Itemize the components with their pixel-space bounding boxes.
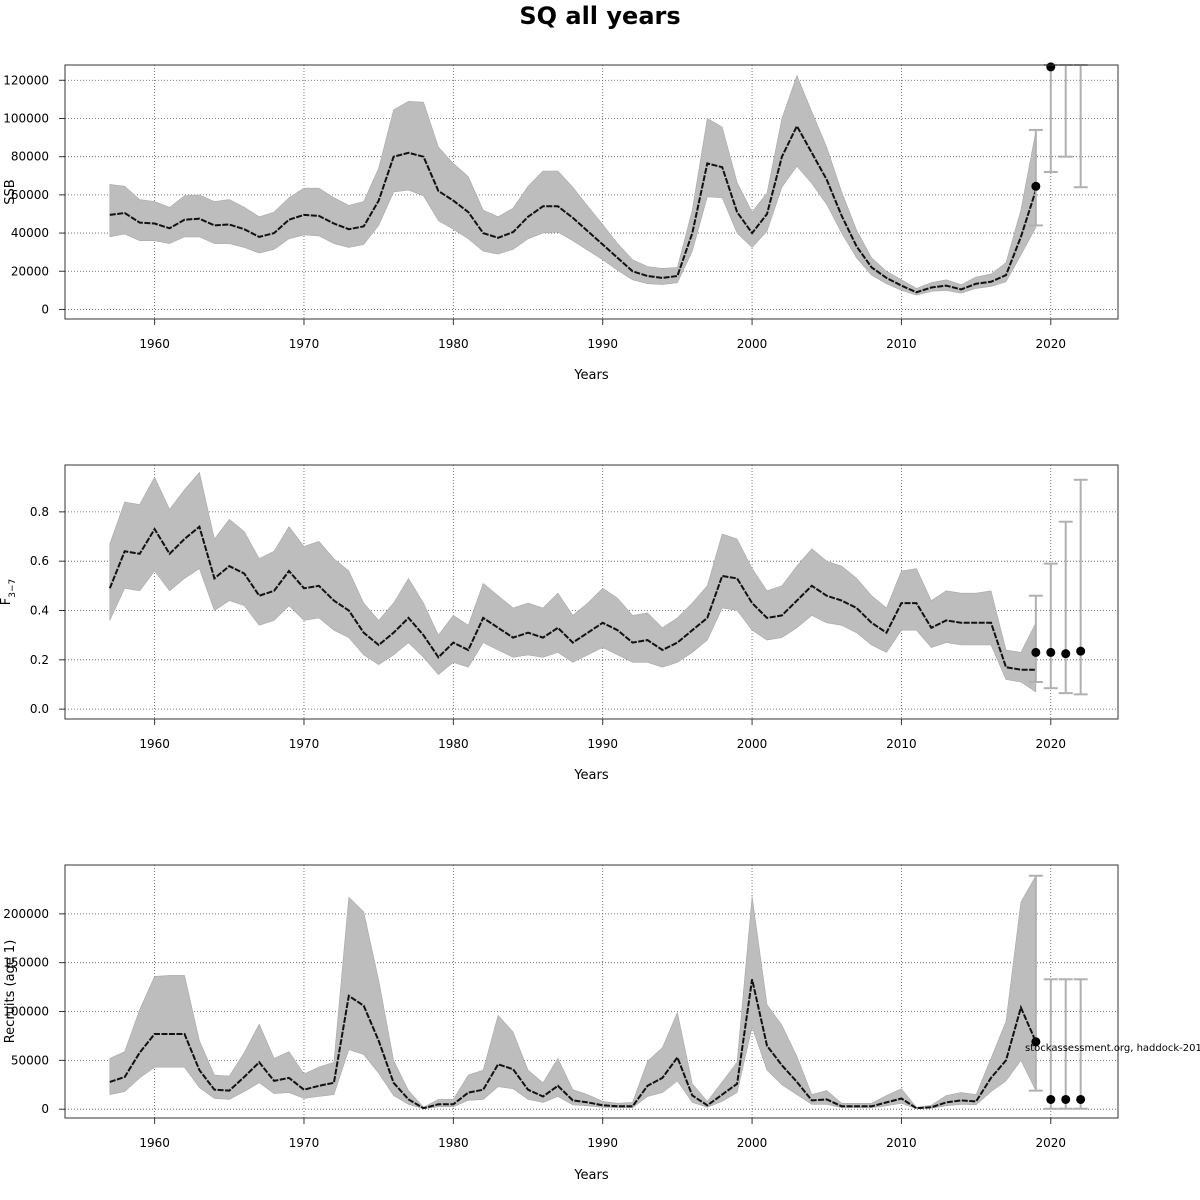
x-tick-label: 1960 xyxy=(139,737,170,751)
x-tick-label: 1970 xyxy=(289,737,320,751)
panel-f: 1960 1970 1980 1990 2000 2010 2020 0.0 0.2 0.4 0.6… xyxy=(0,464,1119,783)
y-tick-label: 0.4 xyxy=(30,603,49,617)
x-tick-label: 2020 xyxy=(1036,737,1067,751)
x-tick-label: 2000 xyxy=(737,337,768,351)
forecast-point xyxy=(1076,1094,1086,1104)
y-tick-label: 0.2 xyxy=(30,653,49,667)
x-tick-label: 1970 xyxy=(289,337,320,351)
x-tick-label: 2020 xyxy=(1036,1136,1067,1150)
y-tick-label: 0 xyxy=(41,1102,49,1116)
forecast-point xyxy=(1061,649,1071,659)
y-tick-label: 0.6 xyxy=(30,554,49,568)
x-tick-label: 2010 xyxy=(886,1136,917,1150)
x-tick-label: 1980 xyxy=(438,1136,469,1150)
y-axis-label-subscript: 3−7 xyxy=(8,579,18,598)
x-tick-label: 2000 xyxy=(737,737,768,751)
x-tick-label: 1960 xyxy=(139,337,170,351)
forecast-point xyxy=(1031,1037,1041,1047)
plot-frame xyxy=(64,64,1119,320)
forecast-point xyxy=(1046,62,1056,72)
x-tick-label: 2020 xyxy=(1036,337,1067,351)
y-tick-label: 20000 xyxy=(11,264,49,278)
panel-ssb: 1960 1970 1980 1990 2000 2010 2020 0 20000 40000 6… xyxy=(3,62,1119,383)
x-axis-label: Years xyxy=(573,768,609,783)
forecast-point xyxy=(1031,647,1041,657)
y-tick-label: 60000 xyxy=(11,188,49,202)
x-tick-label: 2010 xyxy=(886,337,917,351)
estimate-line xyxy=(109,979,1037,1110)
panel-recruits: 1960 1970 1980 1990 2000 2010 2020 0 50000 100000… xyxy=(3,864,1119,1183)
plot-frame xyxy=(64,464,1119,720)
plot-frame xyxy=(64,864,1119,1119)
y-axis-label: SSB xyxy=(3,179,18,204)
x-tick-label: 1970 xyxy=(289,1136,320,1150)
x-axis-label: Years xyxy=(573,368,609,383)
y-tick-label: 0.8 xyxy=(30,505,49,519)
y-tick-label: 200000 xyxy=(3,907,49,921)
y-tick-label: 80000 xyxy=(11,150,49,164)
x-tick-label: 1990 xyxy=(587,737,618,751)
chart-title: SQ all years xyxy=(519,2,681,30)
y-tick-label: 100000 xyxy=(3,1005,49,1019)
x-tick-label: 1980 xyxy=(438,737,469,751)
confidence-band xyxy=(109,471,1037,693)
y-tick-label: 40000 xyxy=(11,226,49,240)
forecast-point xyxy=(1046,1094,1056,1104)
forecast-point xyxy=(1076,646,1086,656)
y-tick-label: 0.0 xyxy=(30,702,49,716)
estimate-line xyxy=(108,524,1036,671)
y-tick-label: 150000 xyxy=(3,956,49,970)
confidence-band xyxy=(109,74,1037,296)
y-tick-label: 50000 xyxy=(11,1053,49,1067)
y-axis-label: Recruits (age 1) xyxy=(3,940,18,1044)
forecast-point xyxy=(1046,647,1056,657)
y-tick-label: 100000 xyxy=(3,111,49,125)
forecast-point xyxy=(1031,181,1041,191)
y-axis-label: F3−7 xyxy=(0,579,18,605)
y-tick-label: 120000 xyxy=(3,73,49,87)
x-tick-label: 2000 xyxy=(737,1136,768,1150)
x-tick-label: 1960 xyxy=(139,1136,170,1150)
x-tick-label: 1980 xyxy=(438,337,469,351)
y-tick-label: 0 xyxy=(41,302,49,316)
estimate-line xyxy=(109,123,1037,294)
x-tick-label: 1990 xyxy=(587,1136,618,1150)
confidence-band xyxy=(109,874,1037,1110)
source-footnote: stockassessment.org, haddock-201 xyxy=(1025,1043,1200,1054)
forecast-point xyxy=(1061,1094,1071,1104)
x-axis-label: Years xyxy=(573,1168,609,1183)
x-tick-label: 1990 xyxy=(587,337,618,351)
x-tick-label: 2010 xyxy=(886,737,917,751)
